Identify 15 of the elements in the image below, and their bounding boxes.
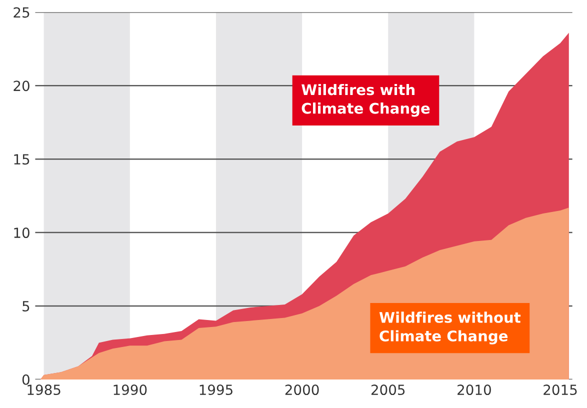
x-tick-label: 1985	[28, 384, 60, 396]
y-tick-label: 15	[14, 154, 30, 165]
y-tick-label: 5	[22, 301, 30, 312]
y-tick-label: 20	[14, 80, 30, 92]
y-tick-label: 10	[14, 228, 30, 238]
y-tick-label: 0	[22, 374, 30, 385]
x-tick-label: 1990	[114, 384, 147, 396]
text: Wildfires with Climate Change	[302, 84, 430, 117]
series-label: Wildfires without Climate Change	[379, 312, 521, 344]
x-tick-label: 1995	[200, 384, 232, 396]
x-tick-label: 2000	[285, 384, 319, 396]
x-tick-label: 2010	[458, 384, 491, 396]
x-tick-label: 2005	[371, 384, 405, 396]
y-tick-label: 25	[14, 7, 30, 18]
x-tick-label: 2015	[544, 384, 577, 396]
